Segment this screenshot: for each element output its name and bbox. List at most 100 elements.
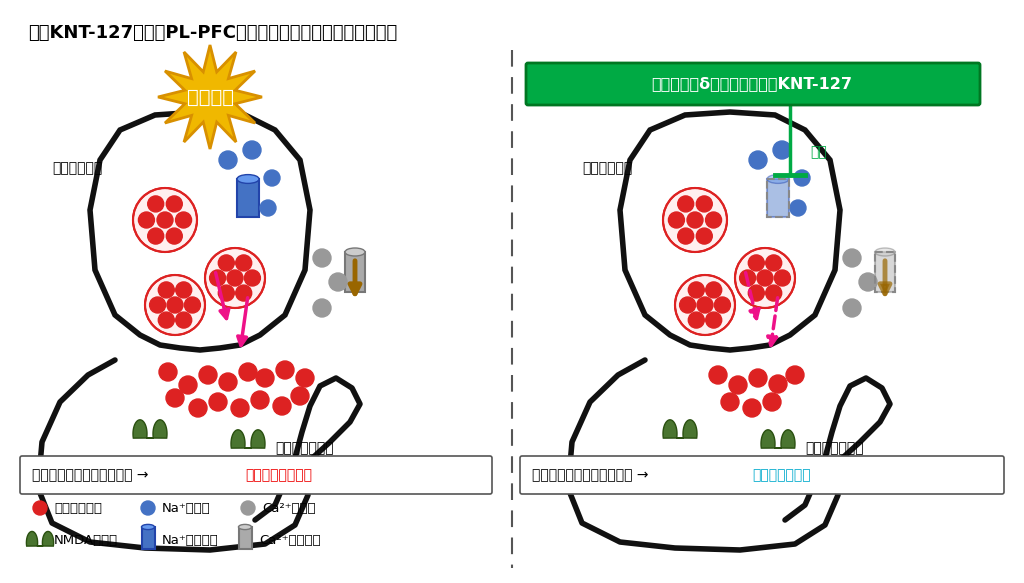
Text: NMDA受容体: NMDA受容体 — [54, 533, 118, 546]
Ellipse shape — [345, 248, 365, 256]
Text: Na⁺イオン: Na⁺イオン — [162, 501, 211, 515]
Circle shape — [145, 275, 205, 335]
Circle shape — [199, 366, 217, 384]
Text: プレシナプス: プレシナプス — [52, 161, 102, 175]
Text: Na⁺チャネル: Na⁺チャネル — [162, 533, 219, 546]
Circle shape — [669, 212, 684, 228]
Bar — [767, 179, 790, 217]
Circle shape — [859, 273, 877, 291]
FancyBboxPatch shape — [20, 456, 492, 494]
Bar — [767, 179, 790, 217]
Circle shape — [697, 297, 713, 313]
Circle shape — [696, 228, 713, 244]
Circle shape — [790, 200, 806, 216]
Circle shape — [757, 270, 773, 286]
Circle shape — [176, 312, 191, 328]
Polygon shape — [40, 532, 53, 546]
Ellipse shape — [237, 174, 259, 184]
Circle shape — [231, 399, 249, 417]
Circle shape — [749, 369, 767, 387]
Circle shape — [147, 196, 164, 212]
Circle shape — [678, 228, 693, 244]
Circle shape — [735, 248, 795, 308]
Circle shape — [774, 270, 791, 286]
Circle shape — [706, 212, 722, 228]
Circle shape — [313, 249, 331, 267]
Circle shape — [706, 312, 722, 328]
Bar — [237, 179, 259, 217]
Polygon shape — [150, 420, 167, 438]
Circle shape — [166, 389, 184, 407]
Circle shape — [766, 255, 781, 271]
Circle shape — [147, 228, 164, 244]
Circle shape — [739, 270, 756, 286]
Polygon shape — [761, 430, 778, 448]
Circle shape — [843, 299, 861, 317]
Polygon shape — [778, 430, 795, 448]
Circle shape — [210, 270, 225, 286]
Circle shape — [276, 361, 294, 379]
Text: ポストシナプス: ポストシナプス — [275, 441, 334, 455]
Circle shape — [241, 501, 255, 515]
Circle shape — [219, 373, 237, 391]
Circle shape — [296, 369, 314, 387]
Polygon shape — [133, 420, 150, 438]
Polygon shape — [27, 532, 40, 546]
Circle shape — [239, 363, 257, 381]
Circle shape — [843, 249, 861, 267]
FancyBboxPatch shape — [526, 63, 980, 105]
Circle shape — [236, 255, 252, 271]
Circle shape — [184, 297, 201, 313]
Circle shape — [786, 366, 804, 384]
Circle shape — [159, 282, 174, 298]
Text: オピオイドδ受容体作動薬：KNT-127: オピオイドδ受容体作動薬：KNT-127 — [651, 76, 853, 92]
Circle shape — [251, 391, 269, 409]
Circle shape — [688, 282, 705, 298]
Text: 不安様行動の惹起: 不安様行動の惹起 — [245, 468, 312, 482]
Circle shape — [166, 228, 182, 244]
Circle shape — [159, 363, 177, 381]
Text: 図：KNT-127によるPL-PFCグルタミン酸神経伝達の抑制機構: 図：KNT-127によるPL-PFCグルタミン酸神経伝達の抑制機構 — [28, 24, 397, 42]
Circle shape — [245, 270, 260, 286]
Polygon shape — [680, 420, 697, 438]
Circle shape — [766, 285, 781, 301]
Circle shape — [264, 170, 280, 186]
Circle shape — [678, 196, 693, 212]
Bar — [874, 252, 895, 292]
Text: プレシナプス: プレシナプス — [582, 161, 632, 175]
Circle shape — [205, 248, 265, 308]
Circle shape — [273, 397, 291, 415]
Circle shape — [329, 273, 347, 291]
Circle shape — [769, 375, 787, 393]
Circle shape — [176, 282, 191, 298]
Circle shape — [715, 297, 730, 313]
Circle shape — [218, 255, 234, 271]
Circle shape — [159, 312, 174, 328]
Circle shape — [688, 312, 705, 328]
Ellipse shape — [767, 174, 790, 184]
Circle shape — [749, 285, 764, 301]
Polygon shape — [248, 430, 265, 448]
Text: 抑制: 抑制 — [810, 145, 826, 159]
Circle shape — [167, 297, 183, 313]
Circle shape — [680, 297, 695, 313]
Circle shape — [721, 393, 739, 411]
Circle shape — [219, 151, 237, 169]
Text: 抗不安様作用？: 抗不安様作用？ — [752, 468, 811, 482]
Bar — [141, 527, 155, 549]
Text: グルタミン酸神経の過活動 →: グルタミン酸神経の過活動 → — [32, 468, 153, 482]
Circle shape — [749, 151, 767, 169]
Circle shape — [218, 285, 234, 301]
Polygon shape — [231, 430, 248, 448]
Circle shape — [291, 387, 309, 405]
Circle shape — [675, 275, 735, 335]
Text: グルタミン酸: グルタミン酸 — [54, 501, 102, 515]
Circle shape — [175, 212, 191, 228]
Text: グルタミン酸の放出を抑制 →: グルタミン酸の放出を抑制 → — [532, 468, 653, 482]
Circle shape — [706, 282, 722, 298]
Bar — [345, 252, 365, 292]
Circle shape — [687, 212, 703, 228]
Text: Ca²⁺チャネル: Ca²⁺チャネル — [259, 533, 321, 546]
Circle shape — [663, 188, 727, 252]
Ellipse shape — [239, 524, 252, 529]
